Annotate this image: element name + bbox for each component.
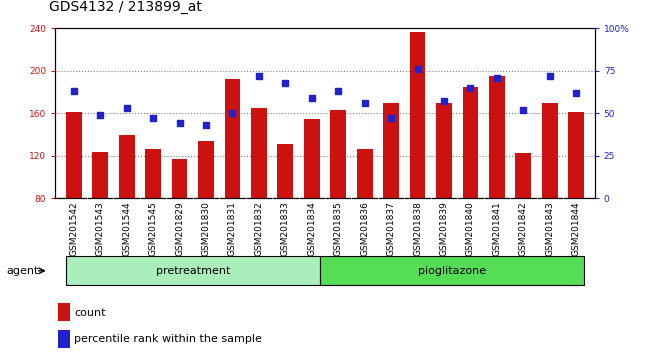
Point xyxy=(465,85,476,91)
Point xyxy=(201,122,211,128)
Point xyxy=(307,95,317,101)
Text: count: count xyxy=(74,308,106,318)
Point xyxy=(122,105,132,111)
Point xyxy=(280,80,291,86)
Text: GSM201543: GSM201543 xyxy=(96,201,105,256)
Bar xyxy=(410,32,426,198)
Text: GSM201829: GSM201829 xyxy=(175,201,184,256)
Bar xyxy=(515,153,531,198)
Bar xyxy=(58,330,70,348)
Bar xyxy=(251,108,266,198)
Bar xyxy=(330,110,346,198)
Text: GSM201841: GSM201841 xyxy=(493,201,501,256)
Text: GSM201842: GSM201842 xyxy=(519,201,528,256)
Bar xyxy=(489,76,505,198)
Bar xyxy=(66,112,82,198)
Text: GSM201844: GSM201844 xyxy=(572,201,580,256)
Text: GSM201839: GSM201839 xyxy=(439,201,448,256)
Bar xyxy=(92,152,108,198)
Bar xyxy=(384,103,399,198)
Text: GSM201542: GSM201542 xyxy=(70,201,78,256)
Bar xyxy=(58,303,70,321)
Bar xyxy=(119,135,135,198)
Point xyxy=(254,73,264,79)
Bar xyxy=(542,103,558,198)
Text: GSM201545: GSM201545 xyxy=(149,201,157,256)
Text: GSM201832: GSM201832 xyxy=(254,201,263,256)
Point xyxy=(439,98,449,104)
Text: pretreatment: pretreatment xyxy=(155,266,230,276)
Text: GSM201834: GSM201834 xyxy=(307,201,317,256)
Bar xyxy=(145,149,161,198)
Bar xyxy=(224,79,240,198)
Text: GSM201836: GSM201836 xyxy=(360,201,369,256)
FancyBboxPatch shape xyxy=(66,256,320,285)
Point xyxy=(174,121,185,126)
Text: GSM201544: GSM201544 xyxy=(122,201,131,256)
Point xyxy=(95,112,105,118)
Text: GSM201837: GSM201837 xyxy=(387,201,396,256)
Point xyxy=(148,115,159,121)
Point xyxy=(68,88,79,94)
Text: GSM201833: GSM201833 xyxy=(281,201,290,256)
Point xyxy=(545,73,555,79)
Text: pioglitazone: pioglitazone xyxy=(418,266,486,276)
Text: GDS4132 / 213899_at: GDS4132 / 213899_at xyxy=(49,0,202,14)
Bar xyxy=(278,144,293,198)
FancyBboxPatch shape xyxy=(320,256,584,285)
Bar xyxy=(568,112,584,198)
Bar xyxy=(198,141,214,198)
Point xyxy=(227,110,238,116)
Point xyxy=(359,100,370,106)
Text: GSM201843: GSM201843 xyxy=(545,201,554,256)
Point xyxy=(491,75,502,80)
Bar xyxy=(463,87,478,198)
Point xyxy=(333,88,343,94)
Text: GSM201838: GSM201838 xyxy=(413,201,422,256)
Bar xyxy=(304,119,320,198)
Bar xyxy=(357,149,372,198)
Text: GSM201830: GSM201830 xyxy=(202,201,211,256)
Bar xyxy=(436,103,452,198)
Text: GSM201840: GSM201840 xyxy=(466,201,475,256)
Point xyxy=(518,107,528,113)
Text: agent: agent xyxy=(6,266,39,276)
Text: GSM201831: GSM201831 xyxy=(228,201,237,256)
Point xyxy=(412,66,423,72)
Text: percentile rank within the sample: percentile rank within the sample xyxy=(74,334,262,344)
Bar xyxy=(172,159,187,198)
Point xyxy=(386,115,396,121)
Point xyxy=(571,90,582,96)
Text: GSM201835: GSM201835 xyxy=(333,201,343,256)
